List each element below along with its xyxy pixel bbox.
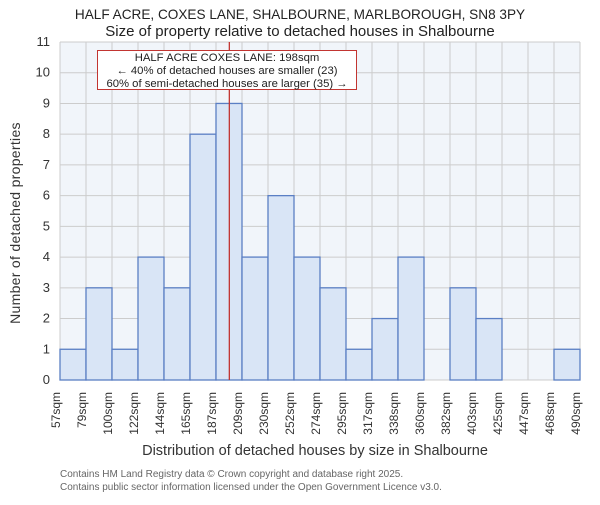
svg-text:468sqm: 468sqm: [543, 392, 557, 435]
svg-text:57sqm: 57sqm: [49, 392, 63, 428]
svg-text:403sqm: 403sqm: [465, 392, 479, 435]
svg-text:9: 9: [43, 95, 50, 110]
svg-text:230sqm: 230sqm: [257, 392, 271, 435]
svg-text:209sqm: 209sqm: [231, 392, 245, 435]
svg-text:3: 3: [43, 280, 50, 295]
svg-text:360sqm: 360sqm: [413, 392, 427, 435]
svg-text:122sqm: 122sqm: [127, 392, 141, 435]
svg-text:447sqm: 447sqm: [517, 392, 531, 435]
svg-text:1: 1: [43, 341, 50, 356]
svg-text:490sqm: 490sqm: [569, 392, 583, 435]
svg-text:8: 8: [43, 126, 50, 141]
svg-text:425sqm: 425sqm: [491, 392, 505, 435]
svg-text:317sqm: 317sqm: [361, 392, 375, 435]
svg-text:295sqm: 295sqm: [335, 392, 349, 435]
svg-text:382sqm: 382sqm: [439, 392, 453, 435]
svg-text:100sqm: 100sqm: [101, 392, 115, 435]
svg-text:274sqm: 274sqm: [309, 392, 323, 435]
svg-text:4: 4: [43, 249, 50, 264]
svg-text:144sqm: 144sqm: [153, 392, 167, 435]
svg-text:2: 2: [43, 311, 50, 326]
svg-text:5: 5: [43, 218, 50, 233]
svg-text:187sqm: 187sqm: [205, 392, 219, 435]
svg-text:252sqm: 252sqm: [283, 392, 297, 435]
svg-text:6: 6: [43, 188, 50, 203]
svg-text:338sqm: 338sqm: [387, 392, 401, 435]
svg-text:7: 7: [43, 157, 50, 172]
svg-text:79sqm: 79sqm: [75, 392, 89, 428]
svg-text:165sqm: 165sqm: [179, 392, 193, 435]
svg-text:10: 10: [36, 65, 50, 80]
svg-text:0: 0: [43, 372, 50, 387]
